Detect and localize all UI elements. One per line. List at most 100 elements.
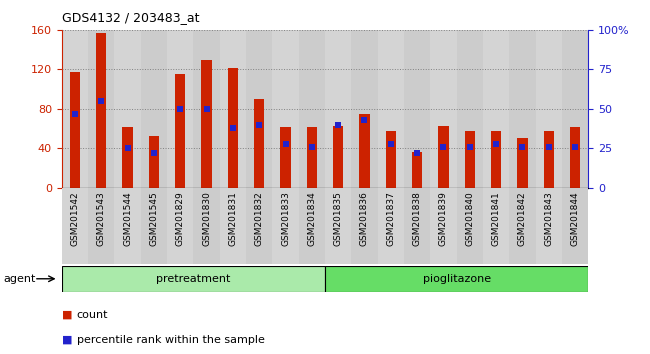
Bar (456, 30, 483, 188)
Text: GSM201832: GSM201832 (255, 192, 264, 246)
Point (517, 144, 528, 149)
Bar (430, 188, 457, 264)
Bar (359, 114, 370, 188)
Bar (254, 99, 265, 188)
Bar (570, 127, 580, 188)
Bar (299, 30, 325, 188)
Bar (465, 131, 475, 188)
Point (543, 144, 554, 149)
Bar (194, 30, 220, 188)
Bar (491, 131, 501, 188)
Bar (438, 126, 448, 188)
Point (307, 144, 317, 149)
Bar (562, 30, 588, 188)
Bar (325, 266, 588, 292)
Point (333, 122, 343, 127)
Text: pioglitazone: pioglitazone (422, 274, 491, 284)
Text: ■: ■ (62, 310, 72, 320)
Point (122, 145, 133, 151)
Point (280, 141, 291, 146)
Text: GSM201842: GSM201842 (518, 192, 527, 246)
Text: GSM201544: GSM201544 (123, 192, 132, 246)
Bar (483, 30, 510, 188)
Text: GSM201834: GSM201834 (307, 192, 317, 246)
Point (385, 141, 396, 146)
Bar (220, 30, 246, 188)
Text: GSM201542: GSM201542 (70, 192, 79, 246)
Bar (325, 30, 351, 188)
Bar (62, 266, 325, 292)
Bar (167, 188, 194, 264)
Bar (536, 188, 562, 264)
Bar (536, 30, 562, 188)
Text: GSM201543: GSM201543 (97, 192, 106, 246)
Bar (175, 74, 185, 188)
Text: GDS4132 / 203483_at: GDS4132 / 203483_at (62, 11, 200, 24)
Text: GSM201837: GSM201837 (386, 192, 395, 246)
Text: GSM201835: GSM201835 (333, 192, 343, 246)
Bar (114, 188, 141, 264)
Point (202, 106, 212, 112)
Point (465, 144, 475, 149)
Bar (562, 188, 588, 264)
Bar (227, 68, 238, 188)
Bar (352, 188, 378, 264)
Bar (325, 188, 351, 264)
Bar (456, 188, 483, 264)
Point (175, 106, 185, 112)
Point (570, 144, 580, 149)
Bar (510, 188, 536, 264)
Bar (140, 30, 167, 188)
Bar (510, 30, 536, 188)
Text: GSM201843: GSM201843 (544, 192, 553, 246)
Bar (299, 188, 325, 264)
Bar (543, 131, 554, 188)
Text: GSM201839: GSM201839 (439, 192, 448, 246)
Point (412, 150, 423, 156)
Bar (70, 73, 80, 188)
Bar (246, 188, 272, 264)
Text: GSM201840: GSM201840 (465, 192, 474, 246)
Bar (88, 30, 114, 188)
Point (70, 111, 80, 116)
Bar (430, 30, 457, 188)
Bar (517, 138, 528, 188)
Text: GSM201545: GSM201545 (150, 192, 159, 246)
Bar (246, 30, 272, 188)
Bar (149, 136, 159, 188)
Text: GSM201833: GSM201833 (281, 192, 290, 246)
Bar (307, 127, 317, 188)
Bar (62, 188, 88, 264)
Bar (352, 30, 378, 188)
Text: GSM201838: GSM201838 (413, 192, 422, 246)
Bar (404, 188, 430, 264)
Bar (385, 131, 396, 188)
Bar (167, 30, 194, 188)
Point (227, 125, 238, 131)
Bar (272, 188, 299, 264)
Bar (114, 30, 141, 188)
Point (149, 150, 159, 156)
Bar (62, 30, 88, 188)
Bar (140, 188, 167, 264)
Bar (122, 127, 133, 188)
Point (438, 144, 448, 149)
Point (491, 141, 501, 146)
Bar (272, 30, 299, 188)
Text: agent: agent (3, 274, 36, 284)
Bar (378, 30, 404, 188)
Bar (202, 59, 212, 188)
Bar (378, 188, 404, 264)
Point (359, 117, 370, 123)
Point (96, 98, 107, 104)
Bar (333, 126, 343, 188)
Text: GSM201836: GSM201836 (360, 192, 369, 246)
Bar (220, 188, 246, 264)
Text: count: count (77, 310, 108, 320)
Bar (88, 188, 114, 264)
Text: GSM201844: GSM201844 (571, 192, 580, 246)
Bar (404, 30, 430, 188)
Bar (194, 188, 220, 264)
Bar (280, 127, 291, 188)
Text: GSM201841: GSM201841 (491, 192, 500, 246)
